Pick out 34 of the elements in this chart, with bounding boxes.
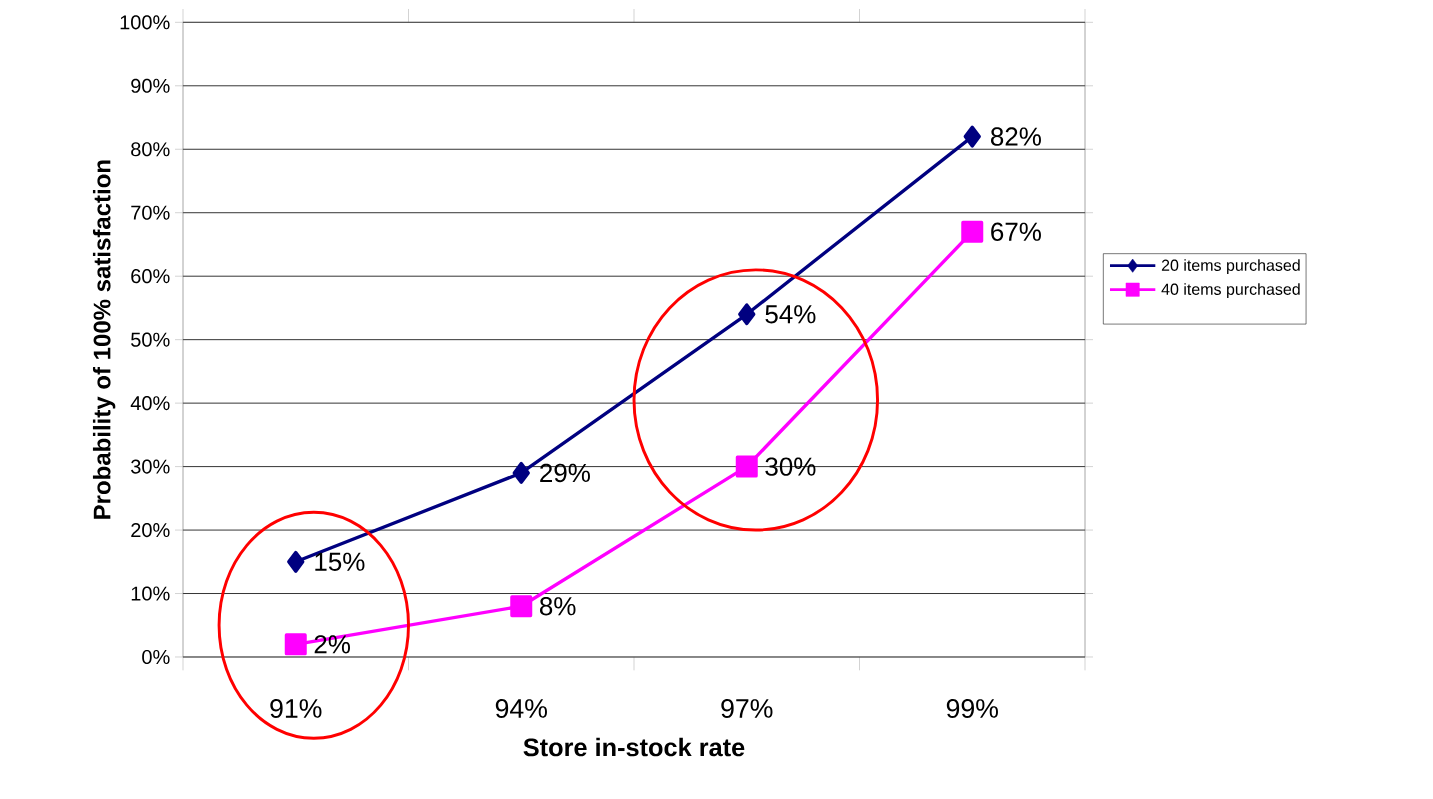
data-label: 8%: [539, 597, 576, 616]
legend-label: 20 items purchased: [1161, 259, 1300, 275]
y-tick-label: 0%: [142, 649, 170, 665]
y-tick-label: 30%: [131, 459, 170, 474]
point: [735, 455, 758, 478]
y-tick-label: 80%: [131, 142, 170, 157]
y-tick-label: 20%: [131, 522, 170, 538]
y-tick-label: 50%: [131, 332, 170, 347]
y-tick-label: 100%: [120, 15, 170, 30]
x-tick-label: 97%: [721, 699, 773, 718]
point: [510, 595, 533, 618]
y-tick-label: 90%: [131, 78, 170, 93]
data-label: 29%: [540, 463, 590, 483]
data-label: 67%: [991, 222, 1041, 241]
legend-label: 40 items purchased: [1161, 283, 1300, 299]
point: [738, 303, 756, 326]
x-tick-label: 94%: [495, 699, 547, 718]
y-tick-label: 60%: [131, 269, 170, 284]
point: [512, 461, 530, 484]
point: [284, 633, 307, 656]
data-label: 15%: [315, 552, 365, 571]
y-tick-label: 10%: [131, 586, 170, 601]
point: [963, 125, 981, 148]
x-tick-label: 99%: [946, 699, 998, 718]
y-axis-title: Probability of 100% satisfaction: [92, 160, 116, 519]
point: [961, 220, 984, 243]
x-axis-title: Store in-stock rate: [523, 737, 745, 757]
y-tick-label: 70%: [131, 205, 170, 220]
x-tick-label: 91%: [270, 699, 322, 718]
data-label: 2%: [314, 635, 350, 654]
point: [287, 550, 305, 573]
data-label: 82%: [990, 127, 1041, 146]
data-label: 54%: [765, 305, 816, 324]
y-tick-label: 40%: [130, 396, 170, 411]
